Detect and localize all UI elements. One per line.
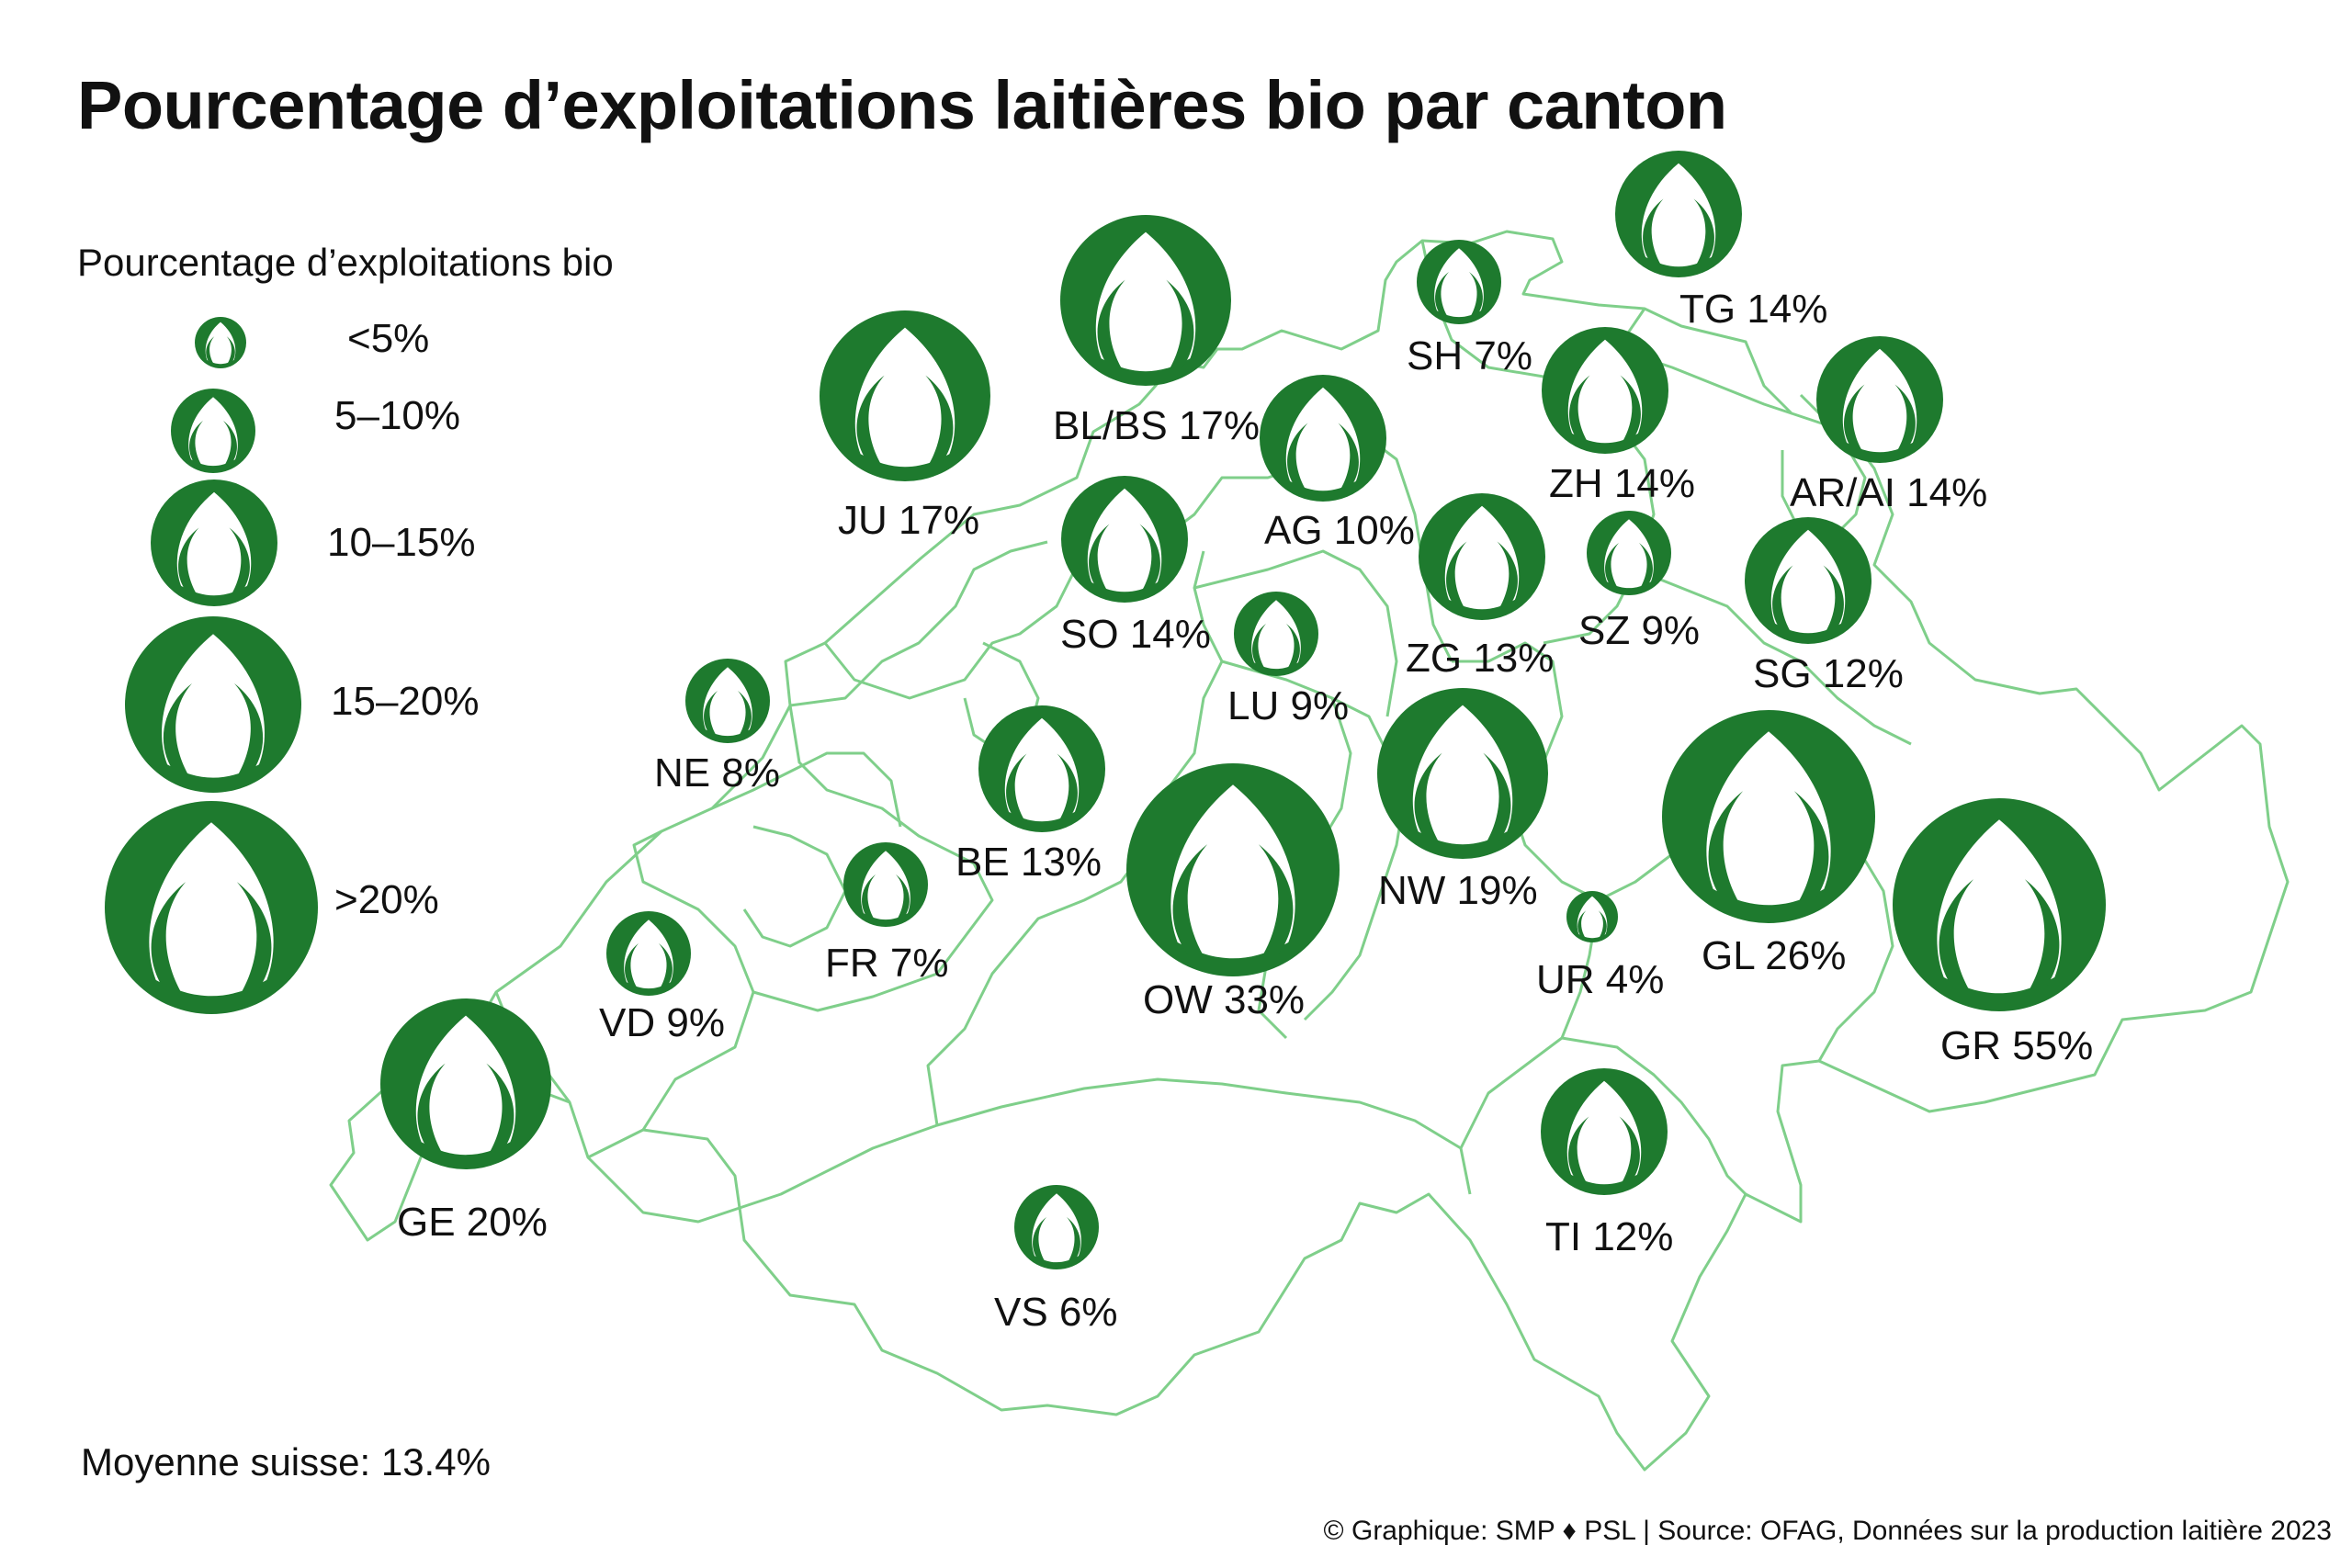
- legend-icon-10-15: [151, 479, 277, 606]
- canton-symbol-vd: [606, 911, 691, 996]
- legend-icon-gt20: [105, 801, 318, 1014]
- legend-icon-15-20: [125, 616, 301, 793]
- canton-label-so: SO 14%: [1060, 612, 1211, 657]
- border-ti-gr: [1561, 1036, 1747, 1196]
- canton-label-sg: SG 12%: [1753, 651, 1904, 696]
- canton-symbol-zh: [1542, 327, 1668, 454]
- canton-label-lu: LU 9%: [1227, 683, 1349, 728]
- canton-symbol-gl: [1662, 710, 1875, 923]
- canton-symbol-fr: [843, 842, 928, 927]
- canton-symbol-ar-ai: [1816, 336, 1943, 463]
- canton-symbol-ju: [820, 310, 990, 481]
- canton-label-bl-bs: BL/BS 17%: [1053, 403, 1260, 448]
- canton-label-gl: GL 26%: [1702, 933, 1846, 978]
- border-lu-ag: [1193, 549, 1398, 717]
- canton-label-ag: AG 10%: [1264, 508, 1415, 553]
- canton-label-fr: FR 7%: [825, 941, 948, 986]
- legend-icon-5-10: [171, 389, 255, 473]
- canton-label-vd: VD 9%: [599, 1000, 725, 1045]
- canton-symbol-sz: [1587, 511, 1671, 595]
- canton-symbol-ag: [1260, 375, 1386, 502]
- canton-label-zh: ZH 14%: [1549, 461, 1695, 506]
- canton-symbol-ne: [685, 659, 770, 743]
- legend-label-gt20: >20%: [334, 877, 439, 922]
- canton-label-tg: TG 14%: [1679, 287, 1827, 332]
- canton-symbol-ow: [1126, 763, 1340, 976]
- canton-label-gr: GR 55%: [1940, 1023, 2093, 1068]
- legend-title: Pourcentage d’exploitations bio: [77, 241, 614, 284]
- canton-symbol-vs: [1014, 1185, 1099, 1269]
- canton-symbol-zg: [1419, 493, 1545, 620]
- canton-label-ti: TI 12%: [1545, 1214, 1673, 1259]
- canton-symbol-sg: [1745, 517, 1871, 644]
- map-title: Pourcentage d’exploitations laitières bi…: [77, 67, 1727, 143]
- legend-icon-lt5: [195, 317, 246, 368]
- swiss-average: Moyenne suisse: 13.4%: [81, 1440, 491, 1483]
- canton-label-ar-ai: AR/AI 14%: [1790, 470, 1987, 515]
- canton-label-be: BE 13%: [956, 840, 1102, 885]
- canton-symbol-so: [1061, 476, 1188, 603]
- canton-label-zg: ZG 13%: [1406, 636, 1554, 681]
- border-vd-fr: [632, 829, 755, 1131]
- border-ju-so: [789, 540, 1048, 707]
- border-ne-be: [711, 751, 902, 828]
- canton-label-vs: VS 6%: [994, 1290, 1118, 1335]
- canton-label-ju: JU 17%: [838, 498, 979, 543]
- legend-label-15-20: 15–20%: [331, 679, 479, 724]
- canton-symbol-sh: [1417, 240, 1501, 324]
- source-credit: © Graphique: SMP ♦ PSL | Source: OFAG, D…: [1323, 1516, 2332, 1546]
- border-fr-enclaves: [742, 825, 847, 948]
- canton-label-nw: NW 19%: [1378, 868, 1538, 913]
- canton-symbol-lu: [1234, 592, 1318, 676]
- canton-symbol-ge: [380, 998, 551, 1169]
- canton-symbol-be: [978, 705, 1105, 832]
- legend-label-10-15: 10–15%: [327, 520, 475, 565]
- legend-label-5-10: 5–10%: [334, 393, 460, 438]
- canton-label-sz: SZ 9%: [1578, 608, 1700, 653]
- canton-label-ne: NE 8%: [654, 750, 780, 795]
- border-fr-be: [752, 705, 994, 1012]
- legend-label-lt5: <5%: [347, 316, 429, 361]
- canton-label-ur: UR 4%: [1536, 957, 1664, 1002]
- legend-symbols: [105, 317, 318, 1014]
- border-sg-gl: [1634, 568, 1912, 746]
- canton-symbol-tg: [1615, 151, 1742, 277]
- canton-label-ow: OW 33%: [1143, 977, 1305, 1022]
- border-vd-vs: [586, 1077, 1472, 1224]
- canton-symbol-gr: [1893, 798, 2106, 1011]
- canton-symbol-nw: [1377, 688, 1548, 859]
- canton-label-ge: GE 20%: [397, 1200, 548, 1245]
- canton-symbol-bl-bs: [1060, 215, 1231, 386]
- canton-label-sh: SH 7%: [1407, 333, 1532, 378]
- canton-symbol-ur: [1566, 891, 1618, 942]
- canton-symbol-ti: [1541, 1068, 1668, 1195]
